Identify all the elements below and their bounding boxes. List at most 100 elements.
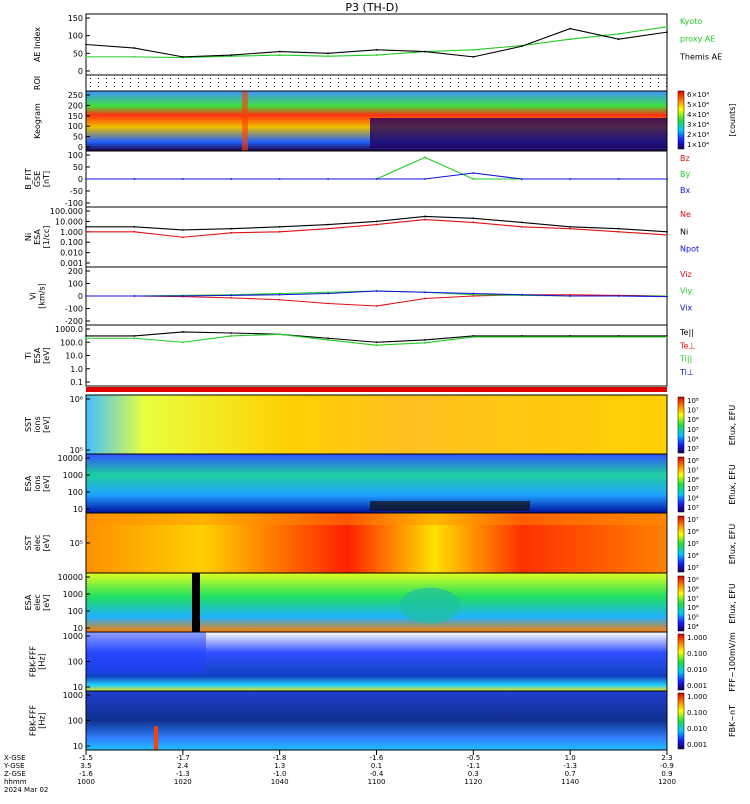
data-point bbox=[230, 335, 233, 337]
chart-bfit bbox=[85, 156, 668, 180]
ytick-label: 50 bbox=[73, 49, 83, 58]
roi-dot bbox=[450, 82, 451, 83]
data-point bbox=[133, 230, 136, 233]
roi-dot bbox=[410, 86, 411, 87]
colorbar-fbk2: 1.000 0.100 0.010 0.001 FBK~nT bbox=[677, 692, 737, 750]
roi-dot bbox=[610, 86, 611, 87]
data-point bbox=[85, 225, 87, 228]
data-point bbox=[230, 178, 233, 180]
roi-dot bbox=[466, 86, 467, 87]
data-point bbox=[230, 54, 233, 56]
roi-dot bbox=[602, 82, 603, 83]
colorbar-label: 10⁷ bbox=[687, 595, 699, 603]
roi-dot bbox=[490, 86, 491, 87]
roi-dot bbox=[658, 86, 659, 87]
data-point bbox=[424, 50, 426, 53]
roi-dot bbox=[490, 82, 491, 83]
sst-ion-image bbox=[86, 395, 667, 454]
roi-dot bbox=[642, 86, 643, 87]
axis-value: -1.8 bbox=[273, 754, 287, 762]
ylabel-fbk2: [Hz] bbox=[38, 712, 47, 728]
esa-ion-dark-band bbox=[370, 501, 530, 511]
roi-dot bbox=[90, 86, 91, 87]
roi-dot bbox=[282, 82, 283, 83]
colorbar-label: 3×10⁴ bbox=[687, 121, 709, 129]
roi-dot bbox=[570, 86, 571, 87]
legend-ne: Ne bbox=[680, 210, 691, 219]
colorbar-label: 5×10⁴ bbox=[687, 101, 709, 109]
roi-dot bbox=[474, 82, 475, 83]
colorbar-label: 10⁵ bbox=[687, 485, 699, 493]
plot-title: P3 (TH-D) bbox=[345, 1, 398, 14]
roi-dot bbox=[106, 86, 107, 87]
roi-dot bbox=[506, 78, 507, 79]
colorbar-label: 10⁵ bbox=[687, 426, 699, 434]
roi-dot bbox=[658, 78, 659, 79]
data-point bbox=[375, 48, 378, 51]
colorbar-label: 10⁶ bbox=[687, 476, 699, 484]
colorbar-label: 4×10⁴ bbox=[687, 111, 709, 119]
colorbar-label: 10⁶ bbox=[687, 416, 699, 424]
roi-dot bbox=[242, 82, 243, 83]
data-point bbox=[520, 293, 523, 296]
ytick-label: 100 bbox=[68, 488, 83, 497]
roi-dot bbox=[498, 82, 499, 83]
data-point bbox=[424, 291, 426, 294]
axis-row-label: hhmm bbox=[4, 778, 27, 786]
legend-te: Te⊥ bbox=[679, 341, 695, 350]
colorbar-label: 0.001 bbox=[687, 682, 707, 690]
roi-dot bbox=[610, 78, 611, 79]
roi-dot bbox=[538, 86, 539, 87]
roi-dot bbox=[290, 78, 291, 79]
roi-dot bbox=[594, 78, 595, 79]
roi-dot bbox=[530, 78, 531, 79]
ytick-label: 10.0 bbox=[65, 352, 83, 361]
ytick-label: 10 bbox=[73, 742, 83, 751]
roi-dot bbox=[562, 86, 563, 87]
roi-dot bbox=[202, 86, 203, 87]
roi-dot bbox=[370, 82, 371, 83]
ytick-label: 1000 bbox=[63, 471, 83, 480]
roi-dot bbox=[242, 78, 243, 79]
colorbar-unit: Eflux, EFU bbox=[728, 405, 737, 446]
series-line-bfit bbox=[86, 156, 667, 180]
data-point bbox=[181, 295, 184, 297]
colorbar-label: 10⁵ bbox=[687, 614, 699, 622]
roi-dot bbox=[642, 78, 643, 79]
roi-dot bbox=[522, 78, 523, 79]
colorbar-label: 0.010 bbox=[687, 666, 707, 674]
roi-dot bbox=[514, 78, 515, 79]
roi-dot bbox=[426, 86, 427, 87]
data-point bbox=[375, 54, 378, 56]
ytick-label: 10.000 bbox=[55, 217, 83, 226]
roi-dot bbox=[610, 82, 611, 83]
panel-ae: AE Index 150 100 50 0 Kyoto proxy AE Themis AE bbox=[33, 13, 722, 76]
roi-dot bbox=[434, 78, 435, 79]
data-point bbox=[230, 296, 233, 299]
fbk1-left bbox=[86, 632, 206, 674]
roi-dot bbox=[274, 82, 275, 83]
data-point bbox=[327, 337, 329, 340]
colorbar-fbk1: 1.000 0.100 0.010 0.001 FFF~100mV/m bbox=[677, 632, 737, 692]
axis-value: -1.6 bbox=[79, 770, 93, 778]
data-point bbox=[666, 336, 668, 338]
roi-dot bbox=[562, 82, 563, 83]
ylabel-esa_e: ESA bbox=[24, 594, 33, 610]
ylabel-fbk2: FBK-FFF bbox=[29, 705, 38, 737]
roi-dot bbox=[434, 86, 435, 87]
data-point bbox=[327, 291, 329, 294]
data-point bbox=[181, 331, 184, 333]
roi-dot bbox=[578, 82, 579, 83]
status-bar bbox=[86, 387, 667, 392]
data-point bbox=[666, 295, 668, 298]
data-point bbox=[327, 52, 329, 55]
roi-dot bbox=[298, 78, 299, 79]
data-point bbox=[278, 50, 281, 53]
data-point bbox=[327, 223, 329, 226]
data-point bbox=[569, 293, 572, 296]
roi-dot bbox=[546, 78, 547, 79]
roi-dot bbox=[314, 86, 315, 87]
roi-dot bbox=[402, 78, 403, 79]
